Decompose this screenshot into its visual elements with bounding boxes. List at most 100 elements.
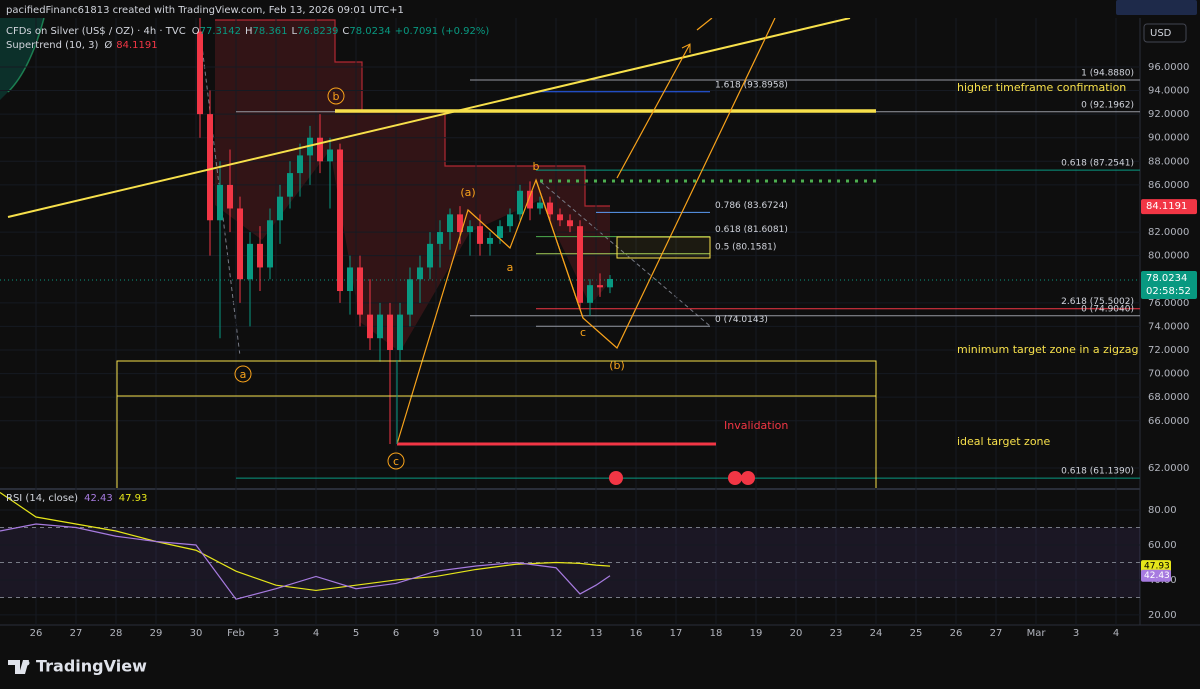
indicator-legend: Supertrend (10, 3) Ø 84.1191 (6, 39, 158, 51)
event-icon (609, 471, 623, 485)
fib-label: 0.5 (80.1581) (715, 242, 776, 252)
annotation: Invalidation (724, 419, 788, 432)
wave-label: b (533, 160, 540, 173)
rsi-ma-value: 47.93 (119, 493, 148, 504)
candle-body (417, 267, 423, 280)
currency[interactable]: USD (1150, 28, 1172, 39)
fib-label: 0 (92.1962) (1081, 100, 1134, 110)
x-tick-label: 3 (273, 628, 279, 639)
candle-body (387, 314, 393, 351)
wave-label: a (240, 368, 247, 381)
dashed-projection (540, 181, 711, 327)
y-tick-label: 96.0000 (1148, 62, 1189, 73)
candle-body (557, 214, 563, 221)
rsi-tick-label: 80.00 (1148, 505, 1177, 516)
brand-logo-dot (24, 660, 30, 666)
arrow-head (681, 43, 691, 53)
candle-body (547, 202, 553, 215)
candle-body (497, 226, 503, 238)
change: +0.7091 (+0.92%) (395, 26, 490, 37)
rsi-legend: RSI (14, close) 42.43 47.93 (6, 493, 147, 504)
currency-button[interactable] (1143, 23, 1187, 43)
drawings-front (7, 18, 877, 488)
candle-body (587, 285, 593, 303)
x-tick-label: 26 (950, 628, 963, 639)
x-tick-label: 13 (590, 628, 603, 639)
y-tick-label: 86.0000 (1148, 180, 1189, 191)
brand-logo (8, 660, 29, 674)
y-tick-label: 70.0000 (1148, 369, 1189, 380)
candle-body (327, 149, 333, 162)
event-icons (609, 471, 755, 485)
arrow-line (696, 18, 713, 31)
fib-label: 0.618 (87.2541) (1061, 159, 1134, 169)
rsi-pane (0, 492, 1140, 616)
target-box (616, 236, 711, 259)
rsi-name: RSI (14, close) (6, 493, 78, 504)
y-tick-label: 80.0000 (1148, 251, 1189, 262)
x-tick-label: 6 (393, 628, 399, 639)
candle-body (577, 226, 583, 303)
event-icon (728, 471, 742, 485)
brand-name: TradingView (36, 657, 147, 676)
rsi-badge (1141, 569, 1171, 582)
y-tick-label: 66.0000 (1148, 416, 1189, 427)
candle-body (407, 279, 413, 315)
x-tick-label: 23 (830, 628, 843, 639)
candle-body (517, 190, 523, 215)
candle-body (287, 173, 293, 197)
rsi-ma-line (0, 492, 611, 592)
y-tick-label: 76.0000 (1148, 298, 1189, 309)
wave-label: (a) (460, 186, 475, 199)
x-tick-label: 9 (433, 628, 439, 639)
y-tick-label: 88.0000 (1148, 156, 1189, 167)
candle-body (537, 202, 543, 209)
target-zone (116, 360, 877, 488)
supertrend-up-fill (0, 18, 44, 100)
x-tick-label: 18 (710, 628, 723, 639)
candle-body (527, 190, 533, 209)
candle-body (597, 285, 603, 288)
supertrend-fill (215, 20, 610, 352)
rsi-line (0, 523, 611, 600)
candle-body (217, 184, 223, 221)
x-tick-label: 16 (630, 628, 643, 639)
wave-label: (b) (609, 359, 625, 372)
trend-line (7, 18, 851, 218)
candle-body (477, 226, 483, 244)
fib-label: 0.786 (83.6724) (715, 201, 788, 211)
annotation: higher timeframe confirmation (957, 81, 1126, 94)
x-tick-label: 11 (510, 628, 523, 639)
candle-body (487, 237, 493, 244)
candle-body (347, 267, 353, 292)
fib-label: 2.618 (75.5002) (1061, 297, 1134, 307)
header: pacifiedFinanc61813 created with Trading… (6, 5, 1187, 51)
indicator-value: 84.1191 (116, 40, 157, 51)
ohlc-value: 76.8239 (297, 26, 338, 37)
wave-label: a (507, 261, 514, 274)
rsi-badge-text: 47.93 (1144, 562, 1170, 572)
x-tick-label: 25 (910, 628, 923, 639)
fib-label: 0 (74.0143) (715, 315, 768, 325)
candle-body (277, 196, 283, 221)
ohlc-value: 77.3142 (200, 26, 241, 37)
wave-circle (327, 87, 345, 105)
candle-body (267, 220, 273, 268)
y-tick-label: 92.0000 (1148, 109, 1189, 120)
candle-body (247, 243, 253, 280)
x-tick-label: 5 (353, 628, 359, 639)
candle-body (607, 278, 613, 288)
fib-label: 0 (74.9040) (1081, 304, 1134, 314)
event-icon (741, 471, 755, 485)
x-tick-label: Feb (227, 628, 245, 639)
wave-circle (234, 365, 252, 383)
annotation: minimum target zone in a zigzag (957, 343, 1138, 356)
x-tick-label: 4 (1113, 628, 1119, 639)
y-tick-label: 68.0000 (1148, 392, 1189, 403)
wave-projection (535, 18, 776, 349)
rsi-value: 42.43 (84, 493, 113, 504)
x-tick-label: 26 (30, 628, 43, 639)
x-tick-label: 17 (670, 628, 683, 639)
candle-body (467, 226, 473, 233)
